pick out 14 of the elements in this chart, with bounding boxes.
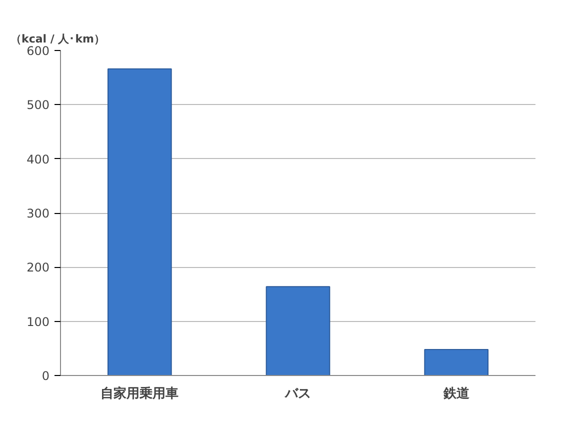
y-tick-label: 400 — [26, 152, 50, 166]
bar — [266, 286, 330, 376]
y-tick-label: 500 — [26, 98, 50, 112]
y-tick-label: 200 — [26, 260, 50, 275]
y-tick-label: 100 — [26, 314, 50, 329]
y-tick-label: 600 — [26, 44, 50, 58]
bar — [424, 349, 488, 376]
y-tick-label: 300 — [26, 206, 50, 220]
x-tick-label: 鉄道 — [442, 386, 470, 402]
x-tick-label: 自家用乗用車 — [100, 386, 179, 402]
y-tick-label: 0 — [42, 369, 50, 383]
x-tick-label: バス — [284, 386, 311, 402]
bar — [108, 68, 172, 376]
y-axis-title: （kcal / 人･km） — [10, 32, 105, 46]
